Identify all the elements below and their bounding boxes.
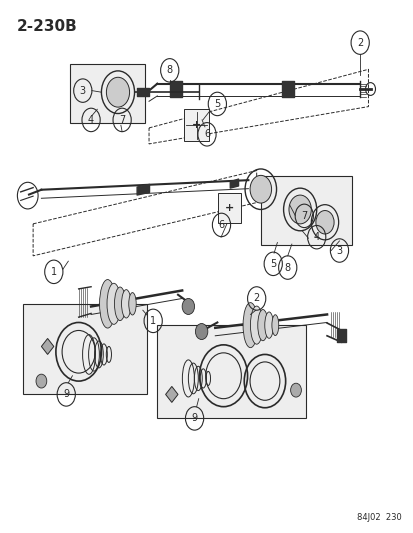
Polygon shape bbox=[260, 176, 351, 245]
Ellipse shape bbox=[264, 312, 273, 338]
Ellipse shape bbox=[121, 289, 131, 318]
Ellipse shape bbox=[271, 314, 278, 336]
Polygon shape bbox=[157, 325, 306, 418]
Text: 8: 8 bbox=[284, 263, 290, 272]
Text: +: + bbox=[225, 203, 234, 213]
Text: 3: 3 bbox=[80, 86, 85, 95]
Text: 6: 6 bbox=[204, 130, 209, 139]
Ellipse shape bbox=[257, 310, 267, 341]
Text: 5: 5 bbox=[214, 99, 220, 109]
Polygon shape bbox=[23, 304, 147, 394]
Circle shape bbox=[182, 298, 194, 314]
Circle shape bbox=[315, 211, 333, 234]
Circle shape bbox=[288, 195, 311, 224]
Text: 9: 9 bbox=[191, 414, 197, 423]
Polygon shape bbox=[165, 386, 178, 402]
Ellipse shape bbox=[242, 303, 257, 348]
Ellipse shape bbox=[107, 284, 121, 324]
Text: 7: 7 bbox=[119, 115, 125, 125]
Circle shape bbox=[106, 77, 129, 107]
Polygon shape bbox=[70, 64, 145, 123]
Polygon shape bbox=[218, 193, 241, 223]
Text: 7: 7 bbox=[300, 211, 307, 221]
Text: 8: 8 bbox=[166, 66, 172, 75]
Text: +: + bbox=[192, 120, 201, 130]
Text: 4: 4 bbox=[88, 115, 94, 125]
Text: 9: 9 bbox=[63, 390, 69, 399]
Text: 2: 2 bbox=[253, 294, 259, 303]
Polygon shape bbox=[184, 109, 209, 141]
Text: 2-230B: 2-230B bbox=[17, 19, 77, 34]
Text: 1: 1 bbox=[51, 267, 57, 277]
Circle shape bbox=[290, 383, 301, 397]
Polygon shape bbox=[41, 338, 54, 354]
Text: 3: 3 bbox=[336, 246, 342, 255]
Ellipse shape bbox=[100, 279, 115, 328]
Text: 1: 1 bbox=[150, 316, 156, 326]
Text: 2: 2 bbox=[356, 38, 363, 47]
Text: 84J02  230: 84J02 230 bbox=[356, 513, 401, 522]
Ellipse shape bbox=[128, 293, 136, 315]
Circle shape bbox=[36, 374, 47, 388]
Ellipse shape bbox=[114, 287, 126, 321]
Text: 6: 6 bbox=[218, 220, 224, 230]
Ellipse shape bbox=[250, 306, 262, 344]
Text: 4: 4 bbox=[313, 232, 319, 242]
Circle shape bbox=[249, 175, 271, 203]
Text: 5: 5 bbox=[269, 259, 276, 269]
Circle shape bbox=[195, 324, 207, 340]
